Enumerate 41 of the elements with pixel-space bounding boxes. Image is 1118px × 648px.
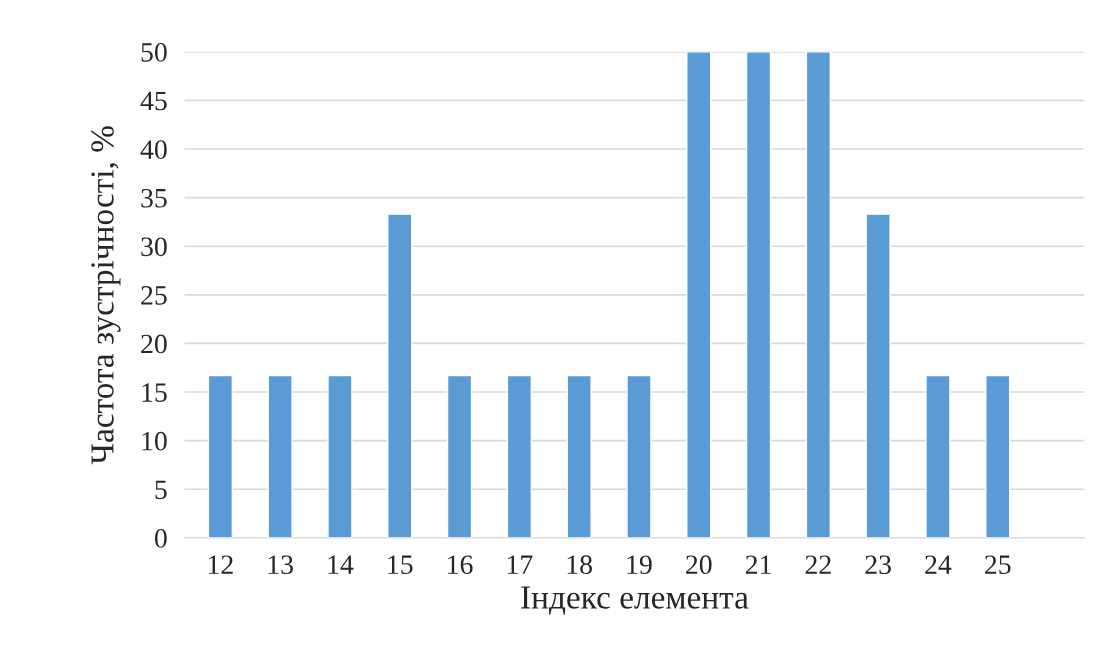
bar <box>446 374 473 538</box>
x-tick-label: 18 <box>567 555 592 575</box>
bar <box>327 374 353 538</box>
bar <box>207 374 234 538</box>
y-tick-label: 30 <box>141 237 167 257</box>
x-tick-label: 22 <box>805 555 831 574</box>
y-tick-label: 0 <box>154 529 167 548</box>
bar <box>566 374 592 538</box>
bar <box>925 374 951 538</box>
y-tick-label: 50 <box>141 43 167 62</box>
x-tick-label: 21 <box>745 555 771 574</box>
x-tick-label: 17 <box>507 555 533 574</box>
y-tick-label: 20 <box>141 334 167 354</box>
bar <box>686 51 712 538</box>
x-tick-label: 13 <box>268 555 293 575</box>
x-tick-label: 24 <box>925 555 952 574</box>
bar <box>805 51 832 538</box>
x-tick-label: 12 <box>208 555 233 574</box>
x-tick-label: 25 <box>985 555 1011 575</box>
bar <box>985 374 1011 538</box>
y-tick-label: 5 <box>155 480 167 500</box>
x-tick-label: 16 <box>448 555 473 575</box>
x-tick-label: 19 <box>627 555 652 575</box>
y-tick-label: 15 <box>142 383 167 402</box>
x-tick-label: 20 <box>686 555 712 575</box>
x-axis-title: Індекс елемента <box>521 586 749 615</box>
y-axis-title: Частота зустрічності, % <box>91 126 121 465</box>
x-tick-label: 15 <box>388 555 413 575</box>
x-tick-label: 14 <box>328 555 354 574</box>
bar <box>745 51 772 538</box>
bar <box>387 213 413 538</box>
y-tick-label: 45 <box>140 91 167 111</box>
x-tick-label: 23 <box>865 555 891 575</box>
bar <box>506 374 533 538</box>
bar <box>267 374 293 538</box>
y-tick-label: 25 <box>141 286 167 305</box>
bar <box>865 213 891 538</box>
bar <box>626 374 652 538</box>
y-tick-label: 10 <box>142 431 167 451</box>
y-tick-label: 35 <box>141 188 167 208</box>
y-tick-label: 40 <box>140 140 167 159</box>
